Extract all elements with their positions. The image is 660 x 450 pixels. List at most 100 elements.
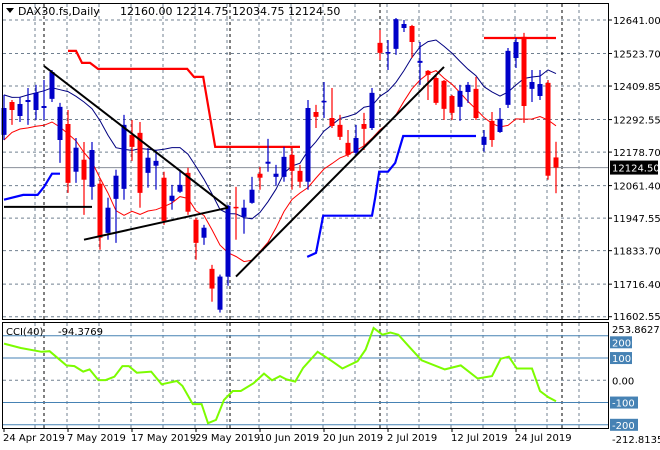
candle	[433, 74, 439, 105]
candle	[473, 76, 479, 120]
candle-body	[433, 78, 439, 103]
candle	[505, 48, 511, 108]
candle	[417, 42, 423, 85]
cci-min-label: -212.8135	[612, 435, 660, 446]
candle-body	[249, 189, 255, 203]
y-tick-label: 11716.40	[613, 280, 660, 291]
moving-averages	[3, 39, 557, 263]
candle-body	[217, 276, 223, 310]
candle-body	[529, 82, 535, 89]
candle-body	[65, 124, 71, 183]
candle-body	[73, 147, 79, 172]
x-tick-label: 20 Jun 2019	[323, 433, 383, 444]
candle	[9, 100, 15, 125]
candle-body	[233, 206, 239, 209]
ma-high-line	[3, 39, 557, 220]
candle-body	[33, 92, 39, 110]
candle-body	[481, 136, 487, 145]
candle	[545, 80, 551, 180]
trendline[interactable]	[43, 65, 229, 209]
candle	[537, 70, 543, 100]
candle-body	[385, 52, 391, 54]
candle	[257, 166, 263, 190]
cci-level-label: -200	[612, 421, 635, 432]
candle	[401, 20, 407, 32]
candle	[449, 94, 455, 120]
candle	[25, 88, 31, 125]
y-tick-label: 12409.85	[613, 82, 660, 93]
candle	[273, 164, 279, 186]
x-tick-label: 17 May 2019	[131, 433, 196, 444]
trendline[interactable]	[235, 66, 445, 278]
candle-body	[49, 72, 55, 99]
candle-body	[345, 142, 351, 155]
candle-body	[57, 106, 63, 140]
candle-body	[257, 173, 263, 178]
symbol-label: DAX30.fs,Daily	[18, 5, 100, 18]
candle	[369, 88, 375, 130]
candle	[489, 112, 495, 147]
x-tick-label: 2 Jul 2019	[387, 433, 437, 444]
candle	[513, 38, 519, 68]
y-tick-label: 12523.70	[613, 50, 660, 61]
candle	[241, 199, 247, 234]
y-tick-label: 12292.55	[613, 116, 660, 127]
candle-body	[145, 157, 151, 173]
candle	[105, 197, 111, 240]
candle-body	[417, 60, 423, 63]
ohlc-readout: 12160.00 12214.75 12034.75 12124.50	[120, 5, 340, 18]
y-tick-label: 11602.55	[613, 312, 660, 323]
trendlines[interactable]	[4, 65, 445, 278]
candle-body	[25, 100, 31, 102]
upper-channel-line	[68, 49, 300, 148]
candle-body	[1, 108, 7, 135]
x-tick-label: 24 Apr 2019	[3, 433, 65, 444]
candle-body	[281, 156, 287, 177]
candle	[1, 94, 7, 140]
candle-body	[225, 205, 231, 277]
candle	[137, 122, 143, 208]
candle	[113, 169, 119, 243]
candle	[97, 179, 103, 250]
candle-body	[425, 70, 431, 75]
candle	[457, 84, 463, 121]
candle	[201, 224, 207, 245]
triangle-down-icon[interactable]	[6, 8, 14, 13]
candle-body	[9, 102, 15, 110]
trendline[interactable]	[83, 206, 229, 241]
y-tick-label: 11833.70	[613, 247, 660, 258]
y-tick-label: 12061.40	[613, 182, 660, 193]
candle-body	[369, 92, 375, 128]
candle-body	[41, 106, 47, 108]
candle	[169, 184, 175, 210]
x-tick-label: 10 Jun 2019	[259, 433, 319, 444]
candle-body	[273, 173, 279, 177]
candle	[249, 176, 255, 204]
candle-body	[289, 154, 295, 171]
main-panel-frame	[2, 3, 609, 320]
x-tick-label: 29 May 2019	[195, 433, 260, 444]
cci-level-badge	[610, 352, 632, 365]
candle-body	[497, 118, 503, 132]
candle-body	[265, 161, 271, 164]
candle-body	[409, 26, 415, 42]
candle-body	[537, 84, 543, 96]
candle-body	[457, 90, 463, 107]
candle-body	[153, 160, 159, 166]
cci-level-label: -100	[612, 399, 635, 410]
candle	[409, 24, 415, 58]
candle	[65, 110, 71, 193]
candle-body	[377, 42, 383, 53]
candle-body	[393, 19, 399, 49]
candle	[353, 124, 359, 156]
candle-body	[505, 50, 511, 105]
candles	[1, 18, 559, 313]
candle	[337, 114, 343, 140]
candle-body	[401, 24, 407, 28]
candle-body	[137, 132, 143, 193]
candle	[81, 142, 87, 215]
candle-body	[201, 227, 207, 238]
candle	[41, 80, 47, 120]
candle-body	[177, 184, 183, 192]
